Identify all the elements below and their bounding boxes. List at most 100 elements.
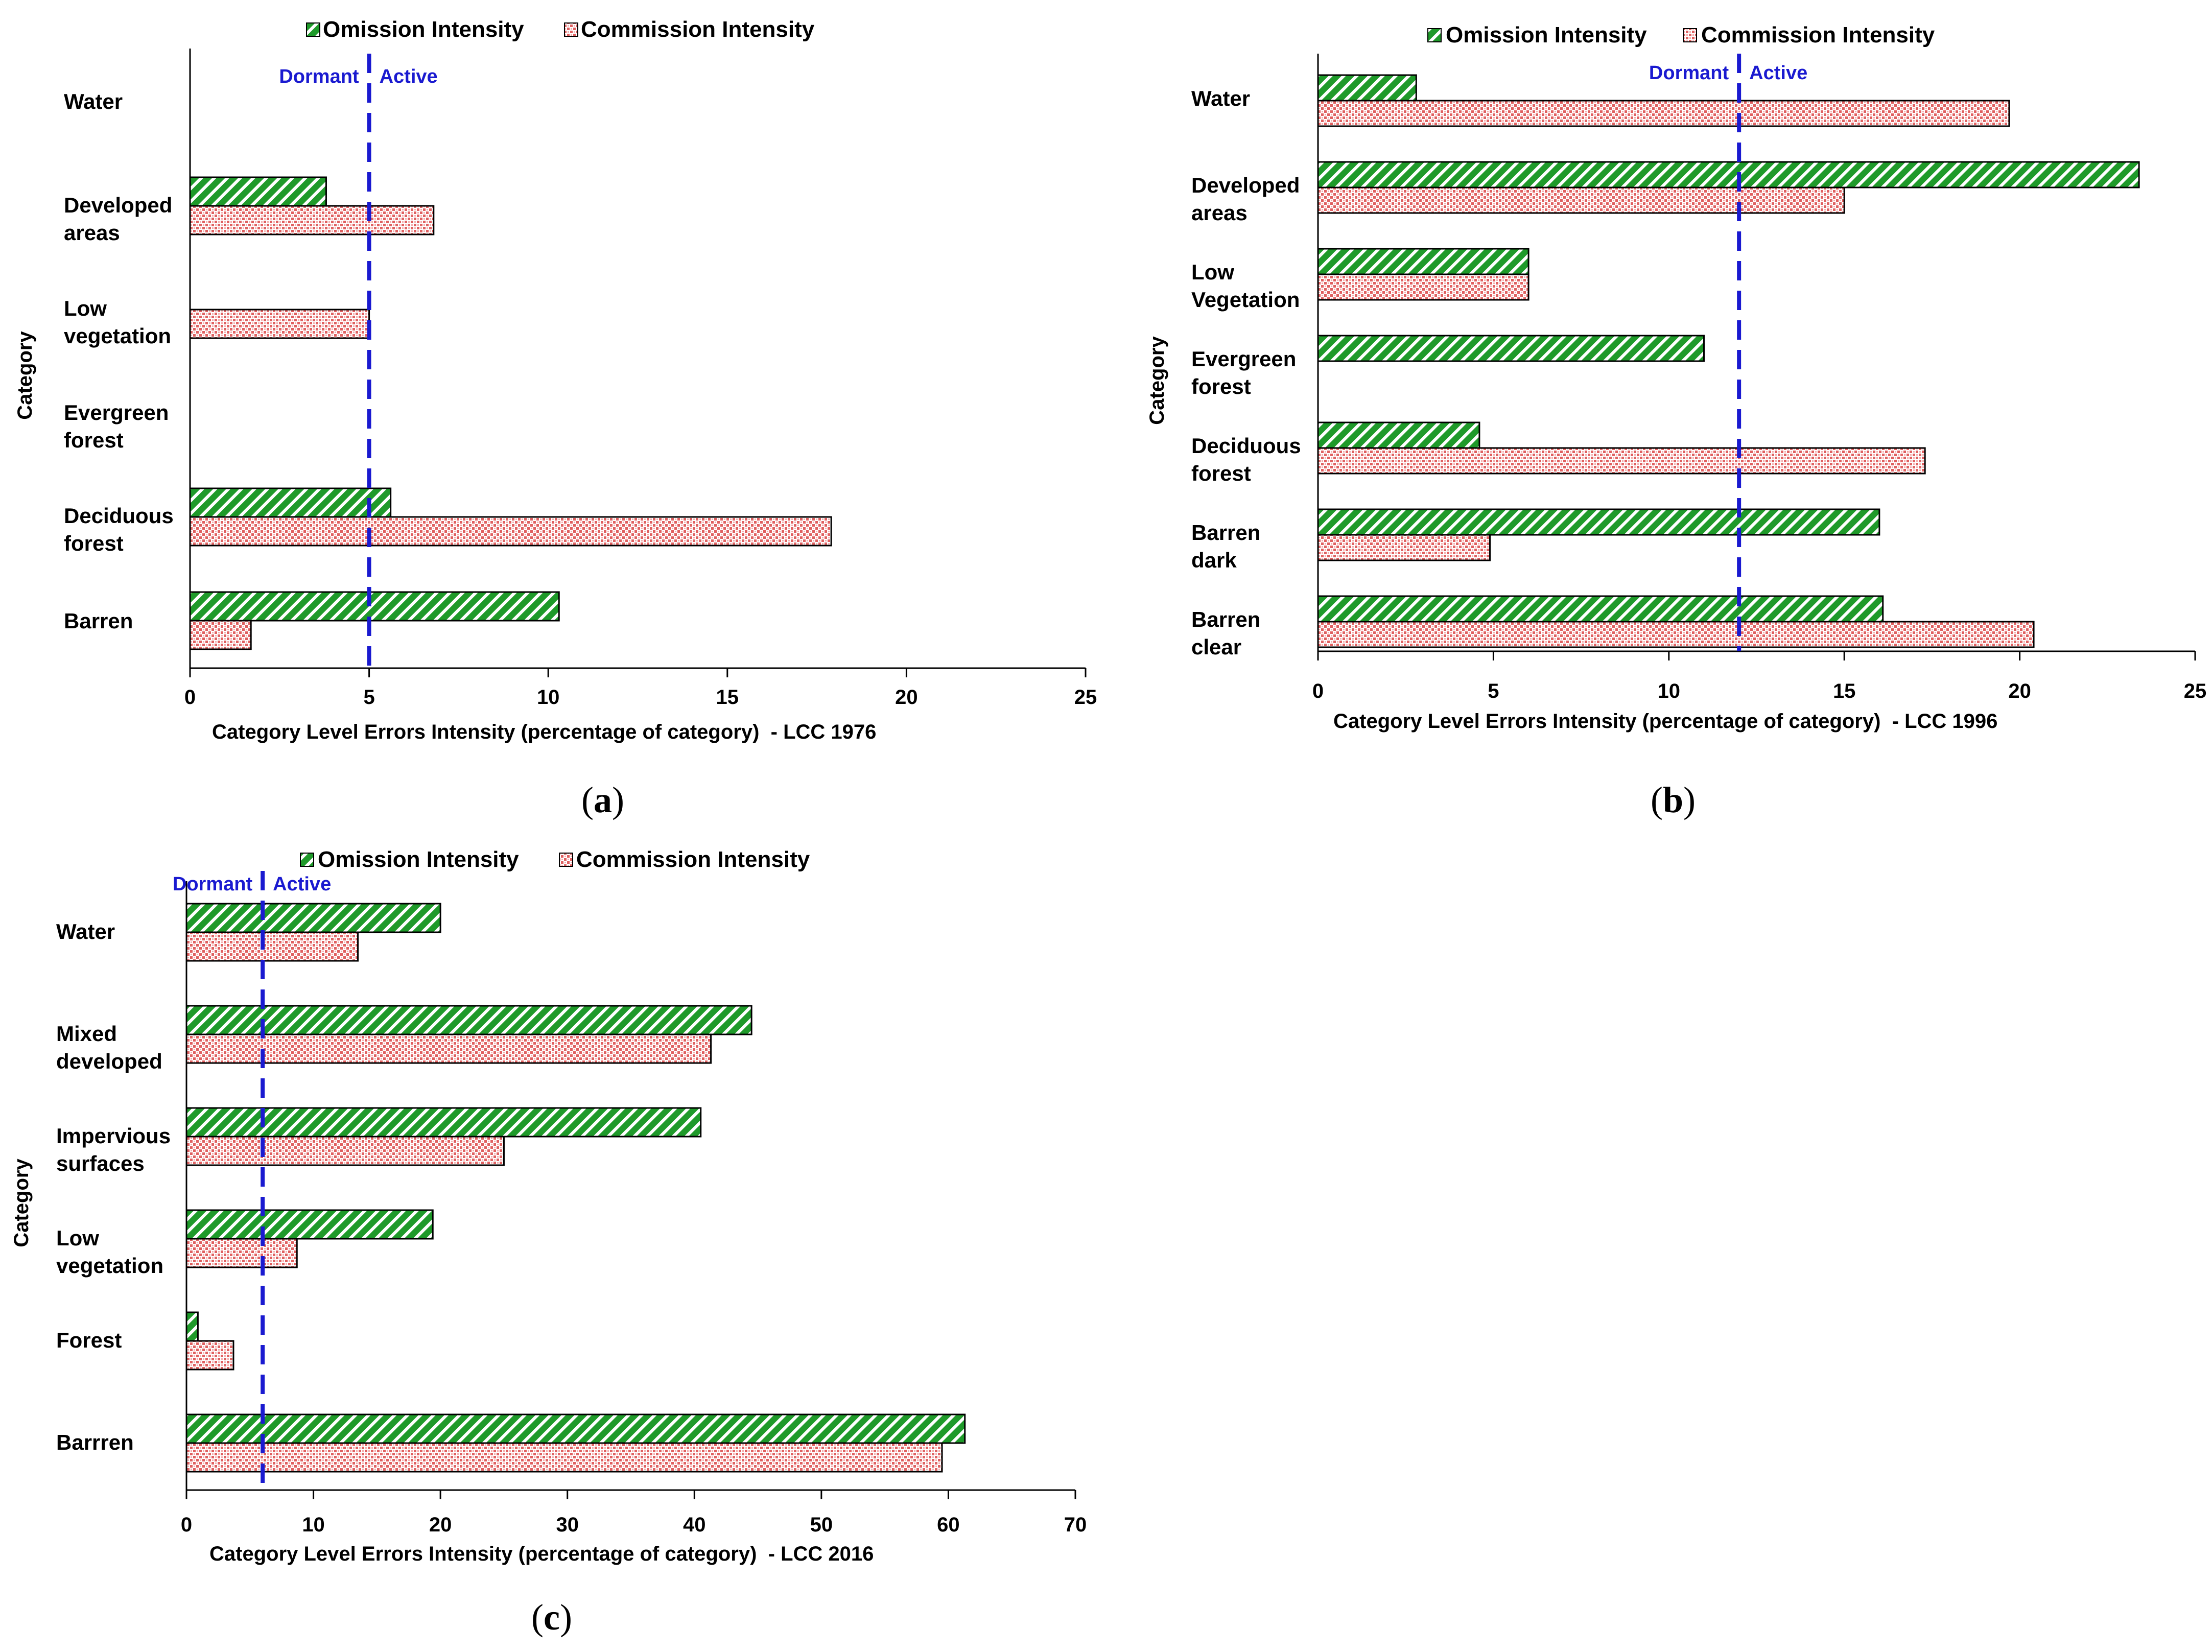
legend-b: Omission Intensity Commission Intensity	[1427, 22, 1935, 48]
x-axis-a: 0 5 10 15 20 25 Category Level Errors In…	[184, 49, 1097, 743]
commission-bar	[185, 1238, 298, 1268]
active-label: Active	[273, 874, 331, 895]
omission-bar	[1317, 508, 1880, 536]
commission-bar	[189, 620, 252, 650]
omission-bar	[185, 1209, 434, 1240]
x-tick-label: 60	[937, 1514, 960, 1536]
commission-bar	[1317, 534, 1491, 561]
x-tick-label: 50	[810, 1514, 833, 1536]
ticks-b: 0 5 10 15 20 25	[1312, 651, 2206, 702]
ticks-c: 0 10 20 30 40 50 60 70	[181, 1490, 1087, 1536]
category-label: Water	[1191, 86, 1250, 110]
legend-omission-label: Omission Intensity	[1446, 22, 1647, 48]
bars-a	[189, 176, 832, 650]
dormant-label: Dormant	[173, 874, 253, 895]
commission-bar	[1317, 273, 1529, 301]
x-tick-label: 70	[1064, 1514, 1087, 1536]
commission-bar	[189, 309, 370, 339]
y-axis-label: Category	[1146, 336, 1168, 425]
x-tick-label: 20	[429, 1514, 452, 1536]
category-label: Water	[64, 89, 123, 113]
commission-bar	[185, 1340, 234, 1371]
active-label: Active	[1749, 62, 1807, 84]
bars-c	[185, 903, 966, 1473]
omission-bar	[1317, 248, 1529, 275]
category-label: Deciduous forest	[64, 504, 174, 555]
legend-omission-label: Omission Intensity	[323, 17, 524, 42]
x-tick-label: 25	[1074, 686, 1097, 709]
legend-omission-swatch	[1427, 28, 1442, 42]
legend-omission-label: Omission Intensity	[318, 847, 519, 872]
x-tick-label: 40	[683, 1514, 706, 1536]
commission-bar	[189, 516, 832, 547]
omission-bar	[185, 1413, 966, 1444]
legend-c: Omission Intensity Commission Intensity	[300, 847, 810, 872]
legend-omission-swatch	[300, 853, 314, 867]
x-axis-label: Category Level Errors Intensity (percent…	[212, 721, 876, 743]
commission-bar	[1317, 100, 2010, 127]
y-axis-label: Category	[14, 331, 36, 420]
category-labels-a: Water Developed areas Low vegetation Everg…	[64, 89, 174, 633]
omission-bar	[1317, 161, 2140, 188]
threshold-b: Dormant Active	[1649, 54, 1807, 651]
category-labels-b: Water Developed areas Low Vegetation Everg…	[1191, 86, 1301, 659]
ticks-a: 0 5 10 15 20 25	[184, 668, 1097, 709]
chart-a: Omission Intensity Commission Intensity …	[14, 17, 1097, 820]
omission-bar	[189, 591, 560, 622]
bars-b	[1317, 74, 2140, 648]
category-label: Barren clear	[1191, 607, 1260, 659]
omission-bar	[185, 903, 441, 933]
commission-bar	[1317, 447, 1926, 475]
chart-c: Omission Intensity Commission Intensity …	[10, 847, 1087, 1638]
x-tick-label: 0	[181, 1514, 192, 1536]
category-label: Low vegetation	[64, 296, 171, 348]
active-label: Active	[380, 66, 438, 87]
threshold-c: Dormant Active	[173, 871, 331, 1490]
commission-bar	[189, 205, 435, 235]
category-label: Barren	[64, 609, 133, 633]
x-tick-label: 15	[1833, 680, 1856, 702]
dormant-label: Dormant	[279, 66, 359, 87]
category-label: Impervious surfaces	[56, 1124, 171, 1175]
legend-commission-label: Commission Intensity	[576, 847, 810, 872]
x-tick-label: 15	[716, 686, 739, 709]
category-label: Barrren	[56, 1430, 134, 1454]
x-tick-label: 10	[302, 1514, 325, 1536]
category-label: Evergreen forest	[64, 400, 169, 452]
x-tick-label: 20	[895, 686, 918, 709]
category-label: Developed areas	[64, 193, 172, 245]
category-label: Low vegetation	[56, 1226, 163, 1278]
omission-bar	[1317, 335, 1705, 362]
x-axis-label: Category Level Errors Intensity (percent…	[1333, 710, 1997, 733]
category-label: Forest	[56, 1328, 122, 1352]
omission-bar	[189, 176, 327, 207]
category-labels-c: Water Mixed developed Impervious surfaces …	[56, 919, 171, 1454]
category-label: Deciduous forest	[1191, 434, 1301, 485]
panel-label-c: (c)	[531, 1597, 572, 1638]
chart-b: Omission Intensity Commission Intensity …	[1146, 22, 2206, 820]
omission-bar	[185, 1311, 199, 1342]
x-tick-label: 0	[184, 686, 196, 709]
omission-bar	[185, 1005, 752, 1035]
legend-commission-label: Commission Intensity	[1701, 22, 1935, 48]
legend-commission-swatch	[564, 22, 578, 37]
commission-bar	[185, 1442, 943, 1473]
x-axis-label: Category Level Errors Intensity (percent…	[209, 1543, 874, 1565]
threshold-a: Dormant Active	[279, 54, 438, 668]
x-tick-label: 0	[1312, 680, 1324, 702]
y-axis-label: Category	[10, 1159, 33, 1247]
x-tick-label: 30	[556, 1514, 579, 1536]
x-axis-c: 0 10 20 30 40 50 60 70 Category Level Er…	[181, 881, 1087, 1565]
dormant-label: Dormant	[1649, 62, 1729, 84]
x-axis-b: 0 5 10 15 20 25 Category Level Errors In…	[1312, 54, 2206, 733]
category-label: Water	[56, 919, 115, 943]
x-tick-label: 20	[2008, 680, 2031, 702]
x-tick-label: 10	[537, 686, 560, 709]
legend-commission-swatch	[1683, 28, 1697, 42]
omission-bar	[1317, 74, 1417, 102]
x-tick-label: 10	[1658, 680, 1681, 702]
x-tick-label: 5	[1488, 680, 1499, 702]
commission-bar	[185, 1033, 712, 1064]
legend-a: Omission Intensity Commission Intensity	[306, 17, 815, 42]
